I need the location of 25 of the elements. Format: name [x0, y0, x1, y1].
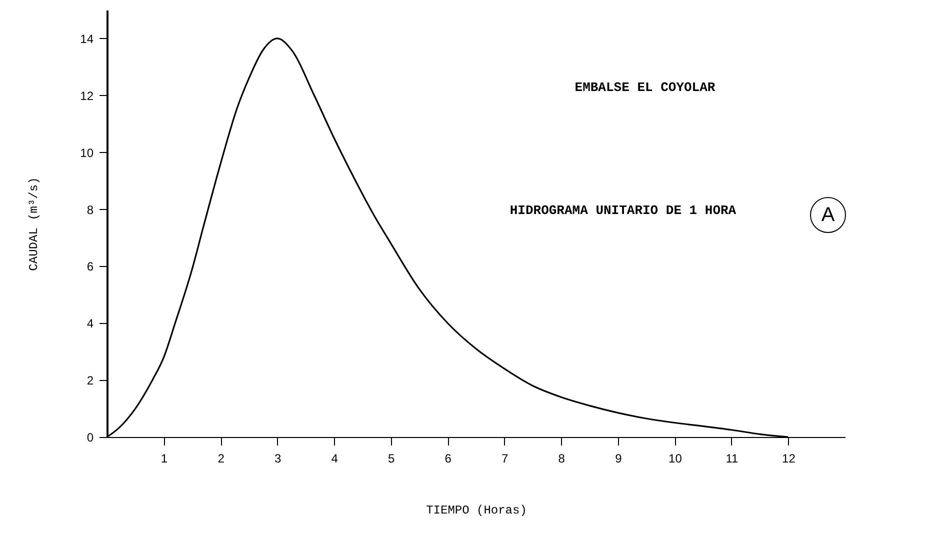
- text: EMBALSE EL COYOLAR: [574, 80, 716, 95]
- text: HIDROGRAMA UNITARIO DE 1 HORA: [510, 203, 736, 218]
- x-tick-label: 3: [274, 452, 282, 466]
- y-tick-label: 12: [80, 88, 94, 103]
- x-tick-label: 2: [218, 452, 225, 466]
- x-tick-label: 5: [388, 452, 395, 466]
- circle-outline: A: [810, 197, 846, 233]
- x-tick-label: 6: [444, 452, 452, 466]
- y-tick-label: 0: [86, 430, 94, 444]
- x-tick-label: 12: [782, 452, 796, 466]
- y-tick-label: 8: [86, 202, 94, 217]
- y-tick-label: 14: [80, 32, 94, 46]
- x-tick-label: 7: [502, 452, 509, 466]
- y-tick-label: 6: [86, 260, 94, 274]
- x-tick-label: 10: [668, 452, 682, 466]
- x-tick-label: 8: [558, 452, 566, 466]
- y-tick-label: 4: [86, 316, 94, 331]
- y-tick-label: 10: [80, 146, 94, 160]
- x-axis-title: TIEMPO (Horas): [426, 504, 527, 518]
- y-tick-label: 2: [86, 374, 94, 388]
- x-tick-label: 11: [726, 452, 739, 466]
- x-tick-label: 4: [331, 452, 338, 466]
- y-axis-title: CAUDAL (m³/s): [27, 177, 42, 271]
- x-tick-label: 9: [615, 452, 622, 466]
- x-tick-label: 1: [160, 452, 168, 466]
